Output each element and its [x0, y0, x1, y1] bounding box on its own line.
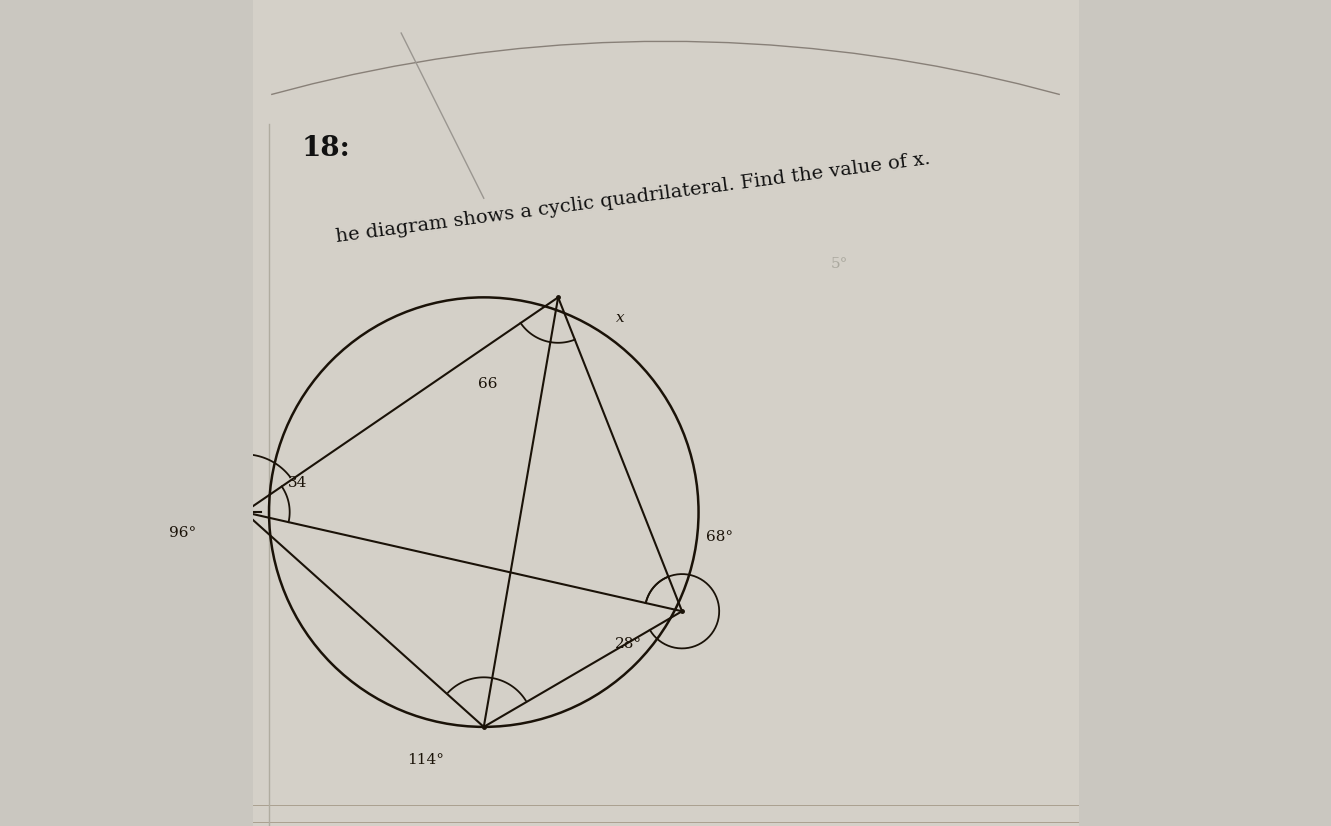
FancyBboxPatch shape — [253, 0, 1078, 826]
Text: 114°: 114° — [407, 753, 445, 767]
Text: x: x — [616, 311, 624, 325]
Text: 68°: 68° — [705, 530, 733, 544]
Text: 96°: 96° — [169, 526, 196, 539]
Text: 34: 34 — [289, 477, 307, 490]
Text: 66: 66 — [478, 377, 498, 391]
Text: 5°: 5° — [831, 258, 848, 271]
Text: he diagram shows a cyclic quadrilateral. Find the value of x.: he diagram shows a cyclic quadrilateral.… — [335, 150, 932, 246]
Text: 18:: 18: — [302, 135, 351, 162]
Text: 28°: 28° — [615, 638, 642, 651]
